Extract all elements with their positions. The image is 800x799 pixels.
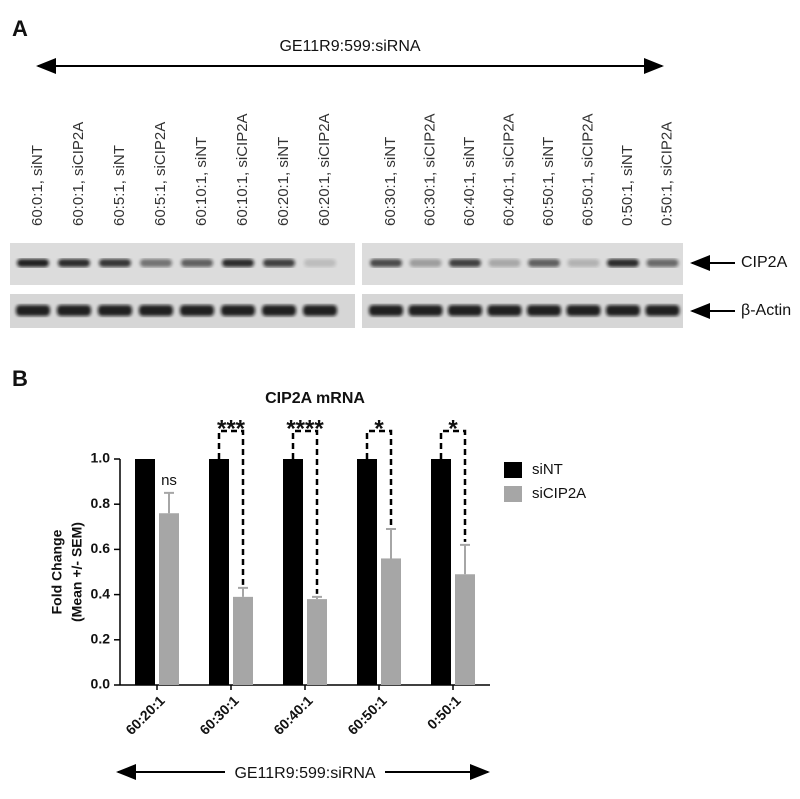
bar	[431, 459, 451, 685]
bar	[381, 558, 401, 685]
band	[607, 259, 639, 267]
band	[646, 259, 679, 267]
x-tick-label: 60:20:1	[122, 692, 168, 738]
significance: *	[448, 415, 458, 442]
band	[369, 305, 403, 316]
lane-label: 60:5:1, siCIP2A	[152, 122, 169, 226]
lane-label: 60:10:1, siNT	[193, 137, 210, 226]
lane-label: 60:20:1, siNT	[275, 137, 292, 226]
band	[16, 305, 50, 316]
band	[408, 305, 443, 316]
band	[58, 259, 90, 267]
band	[181, 259, 213, 267]
band	[180, 305, 214, 316]
lane-label: 60:40:1, siCIP2A	[500, 113, 517, 226]
bar	[159, 513, 179, 685]
x-tick-label: 60:40:1	[270, 692, 316, 738]
bar	[135, 459, 155, 685]
chart-title: CIP2A mRNA	[265, 390, 365, 407]
band-label: CIP2A	[741, 254, 788, 271]
bar	[455, 574, 475, 685]
bar	[209, 459, 229, 685]
band	[262, 305, 296, 316]
band	[370, 259, 402, 267]
y-tick-label: 0.2	[91, 631, 111, 647]
x-tick-label: 60:50:1	[344, 692, 390, 738]
significance: ****	[286, 415, 324, 442]
y-tick-label: 0.6	[91, 540, 111, 556]
bracket	[217, 429, 245, 585]
legend-label: siCIP2A	[532, 485, 586, 502]
band	[527, 305, 561, 316]
lane-label: 60:0:1, siCIP2A	[70, 122, 87, 226]
band	[17, 259, 49, 267]
band	[98, 305, 132, 316]
panel-label: A	[12, 16, 28, 41]
x-tick-label: 0:50:1	[424, 692, 464, 732]
lane-label: 60:50:1, siNT	[540, 137, 557, 226]
band	[566, 305, 601, 316]
bracket	[365, 429, 393, 527]
significance: ns	[161, 472, 177, 489]
legend-swatch	[504, 486, 522, 502]
band	[528, 259, 560, 267]
lane-label: 60:0:1, siNT	[29, 145, 46, 226]
y-tick-label: 0.8	[91, 495, 111, 511]
band	[57, 305, 91, 316]
y-axis-label: Fold Change	[49, 529, 65, 614]
band	[487, 305, 522, 316]
band	[606, 305, 640, 316]
panel-label: B	[12, 366, 28, 391]
bar	[283, 459, 303, 685]
lane-label: 60:40:1, siNT	[461, 137, 478, 226]
band	[488, 259, 521, 267]
band	[448, 305, 482, 316]
band-label: β-Actin	[741, 302, 791, 319]
lane-label: 60:20:1, siCIP2A	[316, 113, 333, 226]
y-tick-label: 0.4	[91, 585, 111, 601]
band	[409, 259, 442, 267]
significance: ***	[217, 415, 246, 442]
error-bar	[460, 543, 470, 575]
bar	[357, 459, 377, 685]
lane-label: 60:30:1, siNT	[382, 137, 399, 226]
lane-label: 60:30:1, siCIP2A	[421, 113, 438, 226]
y-axis-label: (Mean +/- SEM)	[69, 522, 85, 622]
bar	[233, 596, 253, 685]
arrow-label: GE11R9:599:siRNA	[279, 38, 420, 55]
band	[303, 305, 337, 316]
band	[263, 259, 295, 267]
band	[222, 259, 254, 267]
lane-label: 60:10:1, siCIP2A	[234, 113, 251, 226]
bar	[307, 599, 327, 685]
legend-label: siNT	[532, 461, 563, 478]
blot	[10, 243, 683, 328]
band	[221, 305, 255, 316]
y-tick-label: 0.0	[91, 676, 111, 692]
lane-label: 0:50:1, siNT	[619, 145, 636, 226]
label-bg	[225, 762, 385, 784]
band	[449, 259, 481, 267]
band	[140, 259, 172, 267]
x-tick-label: 60:30:1	[196, 692, 242, 738]
error-bar	[164, 491, 174, 514]
x-axis-label: GE11R9:599:siRNA	[234, 765, 375, 782]
lane-label: 0:50:1, siCIP2A	[658, 122, 675, 226]
y-tick-label: 1.0	[91, 450, 111, 466]
error-bar	[238, 586, 248, 597]
band	[139, 305, 173, 316]
band	[645, 305, 680, 316]
error-bar	[312, 595, 322, 600]
error-bar	[386, 528, 396, 559]
lane-label: 60:5:1, siNT	[111, 145, 128, 226]
bracket	[439, 429, 467, 542]
band	[304, 259, 336, 267]
significance: *	[374, 415, 384, 442]
band	[567, 259, 600, 267]
band	[99, 259, 131, 267]
bracket	[291, 429, 319, 594]
legend-swatch	[504, 462, 522, 478]
lane-label: 60:50:1, siCIP2A	[579, 113, 596, 226]
